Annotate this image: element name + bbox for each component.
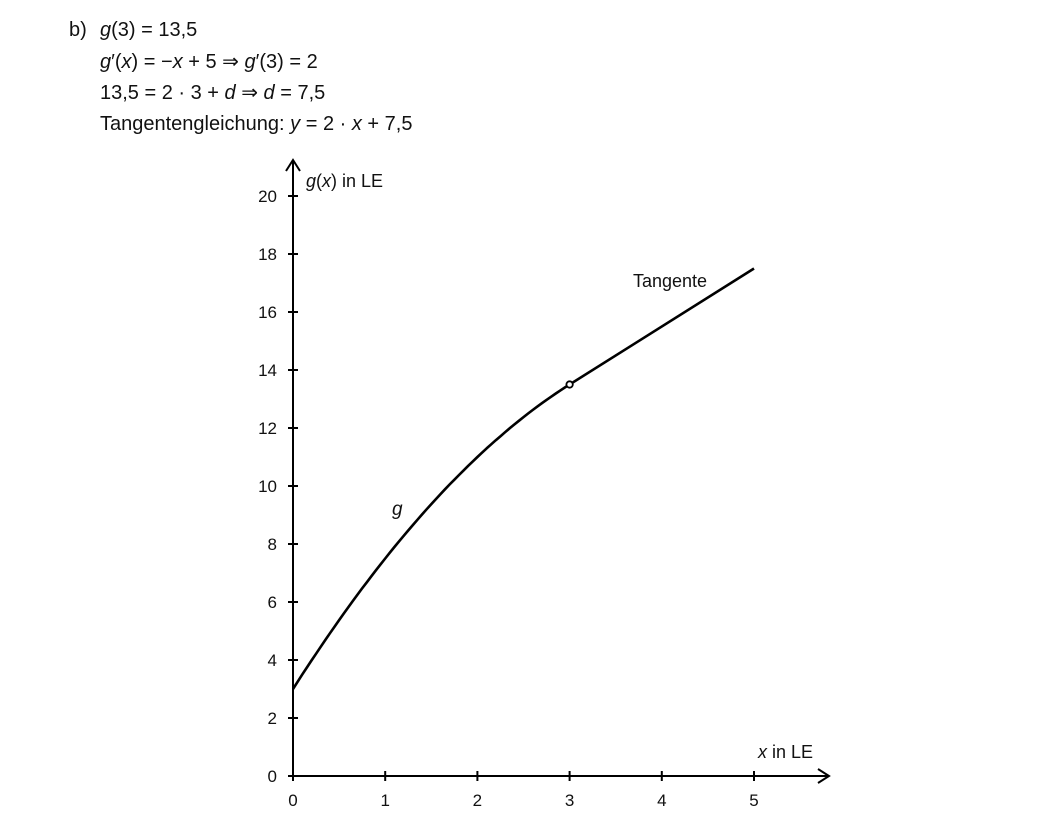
y-tick-label: 16 [258,303,277,322]
text-segment: x [172,51,183,73]
x-tick-label: 2 [473,791,482,810]
y-axis-label: g(x) in LE [306,171,383,191]
text-segment: d [224,82,236,104]
part-label: b) [69,19,87,41]
series-label-tangente: Tangente [633,271,707,291]
text-segment: 13,5 = 2 · 3 + [100,82,225,104]
solution-line-1: g(3) = 13,5 [100,18,197,42]
series-marks [291,267,755,690]
label-segment: ) in LE [331,171,383,191]
text-segment: ⇒ [235,82,264,104]
y-tick-label: 0 [268,767,277,786]
label-segment: in LE [767,742,813,762]
series-line-g [291,383,571,690]
solution-line-4: Tangentengleichung: y = 2 · x + 7,5 [100,112,412,136]
y-axis-arrow [285,158,301,172]
text-segment: ) = − [131,51,173,73]
solution-line-3: 13,5 = 2 · 3 + d ⇒ d = 7,5 [100,81,325,105]
x-tick-label: 1 [380,791,389,810]
text-segment: g [100,19,112,41]
text-segment: d [263,82,275,104]
y-tick-label: 4 [268,651,277,670]
y-tick-label: 12 [258,419,277,438]
x-axis-arrow [817,768,831,784]
label-segment: x [757,742,768,762]
x-axis-label: x in LE [757,742,813,762]
x-tick-label: 0 [288,791,297,810]
y-tick-label: 10 [258,477,277,496]
axes [285,158,831,784]
y-tick-label: 18 [258,245,277,264]
y-tick-label: 2 [268,709,277,728]
label-segment: x [321,171,332,191]
y-tick-label: 6 [268,593,277,612]
text-segment: y [290,113,301,135]
text-segment: ′(3) = 2 [255,51,318,73]
series-label-g: g [392,499,403,520]
text-segment: + 7,5 [361,113,413,135]
tangent-point [565,380,574,389]
text-segment: g [100,51,112,73]
x-tick-label: 4 [657,791,666,810]
text-segment: ′( [111,51,122,73]
solution-line-2: g′(x) = −x + 5 ⇒ g′(3) = 2 [100,50,318,74]
x-tick-label: 5 [749,791,758,810]
y-tick-label: 8 [268,535,277,554]
text-segment: (3) = 13,5 [111,19,198,41]
text-segment: x [121,51,132,73]
text-segment: + 5 ⇒ [182,51,245,73]
text-segment: g [244,51,256,73]
series-line-tangente [568,267,755,386]
y-tick-label: 20 [258,187,277,206]
text-segment: Tangentengleichung: [100,113,291,135]
text-segment: = 7,5 [274,82,326,104]
text-segment: x [351,113,362,135]
text-segment: = 2 · [300,113,352,135]
label-segment: ( [316,171,322,191]
x-tick-label: 3 [565,791,574,810]
label-segment: g [306,171,316,191]
y-tick-label: 14 [258,361,277,380]
